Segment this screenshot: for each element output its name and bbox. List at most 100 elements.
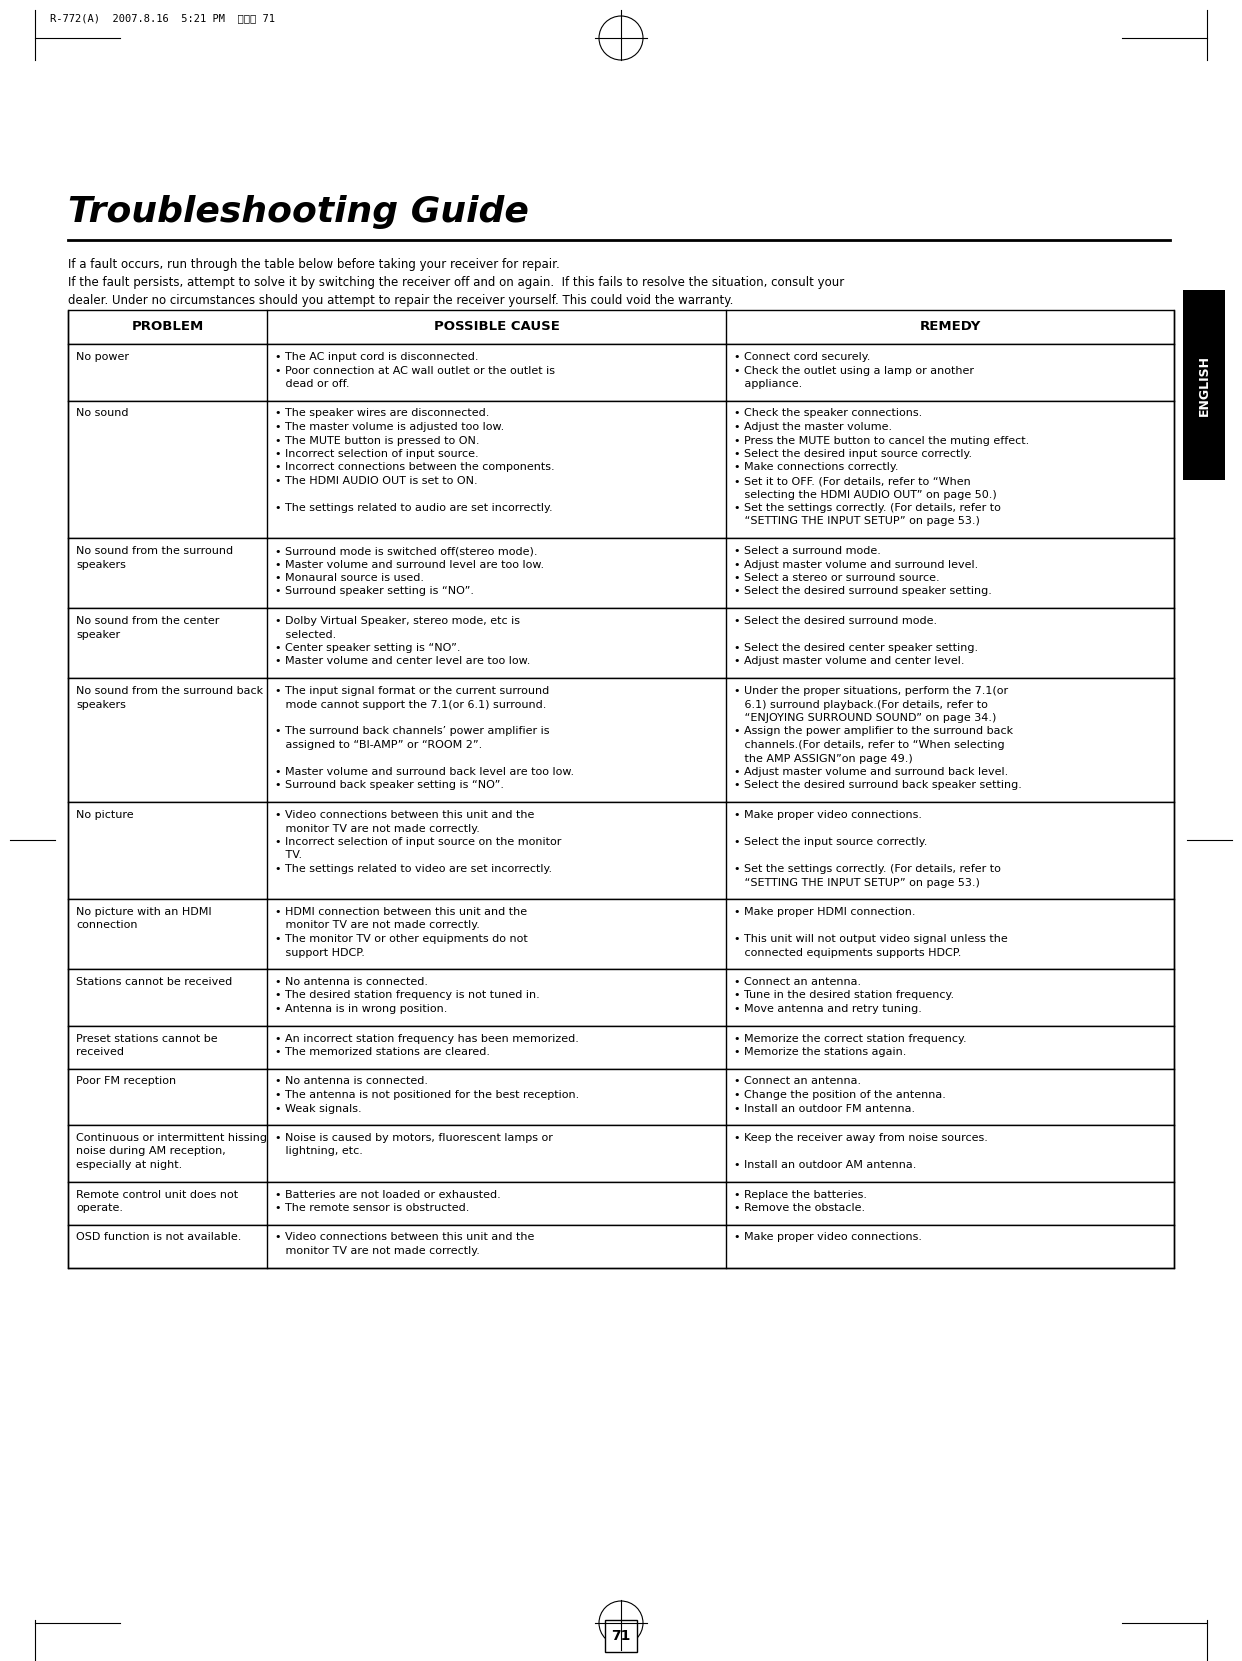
Text: lightning, etc.: lightning, etc. (274, 1146, 363, 1156)
Bar (1182, 291, 1225, 480)
Text: • Under the proper situations, perform the 7.1(or: • Under the proper situations, perform t… (734, 686, 1009, 696)
Text: • Remove the obstacle.: • Remove the obstacle. (734, 1203, 866, 1213)
Text: • The antenna is not positioned for the best reception.: • The antenna is not positioned for the … (274, 1090, 579, 1100)
Text: No picture with an HDMI: No picture with an HDMI (76, 907, 211, 917)
Bar (68, 678, 1174, 802)
Text: • This unit will not output video signal unless the: • This unit will not output video signal… (734, 933, 1007, 943)
Text: Preset stations cannot be: Preset stations cannot be (76, 1033, 217, 1043)
Text: speakers: speakers (76, 560, 125, 570)
Text: Continuous or intermittent hissing: Continuous or intermittent hissing (76, 1133, 267, 1143)
Bar (68, 802, 1174, 899)
Text: REMEDY: REMEDY (919, 321, 981, 334)
Text: • Surround speaker setting is “NO”.: • Surround speaker setting is “NO”. (274, 586, 474, 596)
Text: • Make connections correctly.: • Make connections correctly. (734, 462, 898, 472)
Text: R-772(A)  2007.8.16  5:21 PM  페이지 71: R-772(A) 2007.8.16 5:21 PM 페이지 71 (50, 13, 274, 23)
Text: • Make proper video connections.: • Make proper video connections. (734, 1232, 922, 1242)
Text: 6.1) surround playback.(For details, refer to: 6.1) surround playback.(For details, ref… (734, 699, 987, 709)
Text: No sound from the surround: No sound from the surround (76, 546, 233, 556)
Text: noise during AM reception,: noise during AM reception, (76, 1146, 226, 1156)
Text: Stations cannot be received: Stations cannot be received (76, 977, 232, 987)
Bar (68, 968, 1174, 1025)
Text: • The surround back channels’ power amplifier is: • The surround back channels’ power ampl… (274, 726, 549, 736)
Text: channels.(For details, refer to “When selecting: channels.(For details, refer to “When se… (734, 741, 1005, 751)
Text: • Check the outlet using a lamp or another: • Check the outlet using a lamp or anoth… (734, 365, 974, 375)
Text: • The input signal format or the current surround: • The input signal format or the current… (274, 686, 549, 696)
Text: • The memorized stations are cleared.: • The memorized stations are cleared. (274, 1046, 491, 1056)
Text: “SETTING THE INPUT SETUP” on page 53.): “SETTING THE INPUT SETUP” on page 53.) (734, 517, 980, 527)
Bar (68, 344, 1174, 400)
Text: appliance.: appliance. (734, 379, 802, 389)
Text: If a fault occurs, run through the table below before taking your receiver for r: If a fault occurs, run through the table… (68, 257, 560, 271)
Text: No power: No power (76, 352, 129, 362)
Text: monitor TV are not made correctly.: monitor TV are not made correctly. (274, 824, 479, 834)
Text: assigned to “BI-AMP” or “ROOM 2”.: assigned to “BI-AMP” or “ROOM 2”. (274, 741, 482, 751)
Text: • Make proper video connections.: • Make proper video connections. (734, 811, 922, 821)
Text: • Press the MUTE button to cancel the muting effect.: • Press the MUTE button to cancel the mu… (734, 435, 1030, 445)
Text: monitor TV are not made correctly.: monitor TV are not made correctly. (274, 1246, 479, 1256)
Text: • Dolby Virtual Speaker, stereo mode, etc is: • Dolby Virtual Speaker, stereo mode, et… (274, 616, 520, 626)
Text: • The speaker wires are disconnected.: • The speaker wires are disconnected. (274, 409, 489, 419)
Bar (68, 1181, 1174, 1224)
Bar (68, 1025, 1174, 1068)
Text: • Select the desired surround speaker setting.: • Select the desired surround speaker se… (734, 586, 992, 596)
Text: No picture: No picture (76, 811, 134, 821)
Text: • Weak signals.: • Weak signals. (274, 1103, 361, 1113)
Text: • Make proper HDMI connection.: • Make proper HDMI connection. (734, 907, 915, 917)
Text: • Set the settings correctly. (For details, refer to: • Set the settings correctly. (For detai… (734, 864, 1001, 874)
Text: • Monaural source is used.: • Monaural source is used. (274, 573, 424, 583)
Text: • Video connections between this unit and the: • Video connections between this unit an… (274, 811, 534, 821)
Text: • Video connections between this unit and the: • Video connections between this unit an… (274, 1232, 534, 1242)
Text: selecting the HDMI AUDIO OUT” on page 50.): selecting the HDMI AUDIO OUT” on page 50… (734, 490, 997, 500)
Text: the AMP ASSIGN”on page 49.): the AMP ASSIGN”on page 49.) (734, 754, 913, 764)
Text: TV.: TV. (274, 850, 302, 860)
Text: • Connect an antenna.: • Connect an antenna. (734, 977, 861, 987)
Text: No sound from the surround back: No sound from the surround back (76, 686, 263, 696)
Text: Remote control unit does not: Remote control unit does not (76, 1189, 238, 1199)
Text: No sound: No sound (76, 409, 128, 419)
Text: 71: 71 (611, 1629, 631, 1643)
Text: connection: connection (76, 920, 138, 930)
Text: • Select the input source correctly.: • Select the input source correctly. (734, 837, 928, 847)
Text: • Connect cord securely.: • Connect cord securely. (734, 352, 871, 362)
Bar (68, 311, 1174, 344)
Text: Poor FM reception: Poor FM reception (76, 1076, 176, 1086)
Text: dealer. Under no circumstances should you attempt to repair the receiver yoursel: dealer. Under no circumstances should yo… (68, 294, 733, 307)
Bar (68, 1224, 1174, 1267)
Text: • Select the desired center speaker setting.: • Select the desired center speaker sett… (734, 643, 979, 653)
Text: • The MUTE button is pressed to ON.: • The MUTE button is pressed to ON. (274, 435, 479, 445)
Text: • Adjust the master volume.: • Adjust the master volume. (734, 422, 892, 432)
Text: • Connect an antenna.: • Connect an antenna. (734, 1076, 861, 1086)
Text: dead or off.: dead or off. (274, 379, 349, 389)
Bar (68, 538, 1174, 608)
Text: • Select a surround mode.: • Select a surround mode. (734, 546, 881, 556)
Text: especially at night.: especially at night. (76, 1159, 183, 1169)
Text: monitor TV are not made correctly.: monitor TV are not made correctly. (274, 920, 479, 930)
Text: • No antenna is connected.: • No antenna is connected. (274, 1076, 428, 1086)
Text: • Change the position of the antenna.: • Change the position of the antenna. (734, 1090, 946, 1100)
Text: • Install an outdoor FM antenna.: • Install an outdoor FM antenna. (734, 1103, 915, 1113)
Text: • The master volume is adjusted too low.: • The master volume is adjusted too low. (274, 422, 504, 432)
Text: • Select the desired surround mode.: • Select the desired surround mode. (734, 616, 938, 626)
Text: • Adjust master volume and surround level.: • Adjust master volume and surround leve… (734, 560, 979, 570)
Text: POSSIBLE CAUSE: POSSIBLE CAUSE (433, 321, 559, 334)
Text: • Assign the power amplifier to the surround back: • Assign the power amplifier to the surr… (734, 726, 1013, 736)
Bar (605, 1619, 637, 1653)
Text: • Memorize the stations again.: • Memorize the stations again. (734, 1046, 907, 1056)
Text: • Surround mode is switched off(stereo mode).: • Surround mode is switched off(stereo m… (274, 546, 538, 556)
Text: • Move antenna and retry tuning.: • Move antenna and retry tuning. (734, 1003, 922, 1013)
Text: • Replace the batteries.: • Replace the batteries. (734, 1189, 867, 1199)
Text: • Install an outdoor AM antenna.: • Install an outdoor AM antenna. (734, 1159, 917, 1169)
Text: • Incorrect selection of input source on the monitor: • Incorrect selection of input source on… (274, 837, 561, 847)
Text: • Set the settings correctly. (For details, refer to: • Set the settings correctly. (For detai… (734, 503, 1001, 513)
Text: • The HDMI AUDIO OUT is set to ON.: • The HDMI AUDIO OUT is set to ON. (274, 477, 478, 487)
Text: • Master volume and center level are too low.: • Master volume and center level are too… (274, 656, 530, 666)
Text: • Check the speaker connections.: • Check the speaker connections. (734, 409, 923, 419)
Text: • Select the desired input source correctly.: • Select the desired input source correc… (734, 448, 972, 458)
Text: • Select a stereo or surround source.: • Select a stereo or surround source. (734, 573, 940, 583)
Bar (68, 1124, 1174, 1181)
Text: • Adjust master volume and surround back level.: • Adjust master volume and surround back… (734, 767, 1009, 777)
Text: • The desired station frequency is not tuned in.: • The desired station frequency is not t… (274, 990, 540, 1000)
Text: • Incorrect selection of input source.: • Incorrect selection of input source. (274, 448, 478, 458)
Text: • An incorrect station frequency has been memorized.: • An incorrect station frequency has bee… (274, 1033, 579, 1043)
Text: support HDCP.: support HDCP. (274, 947, 365, 957)
